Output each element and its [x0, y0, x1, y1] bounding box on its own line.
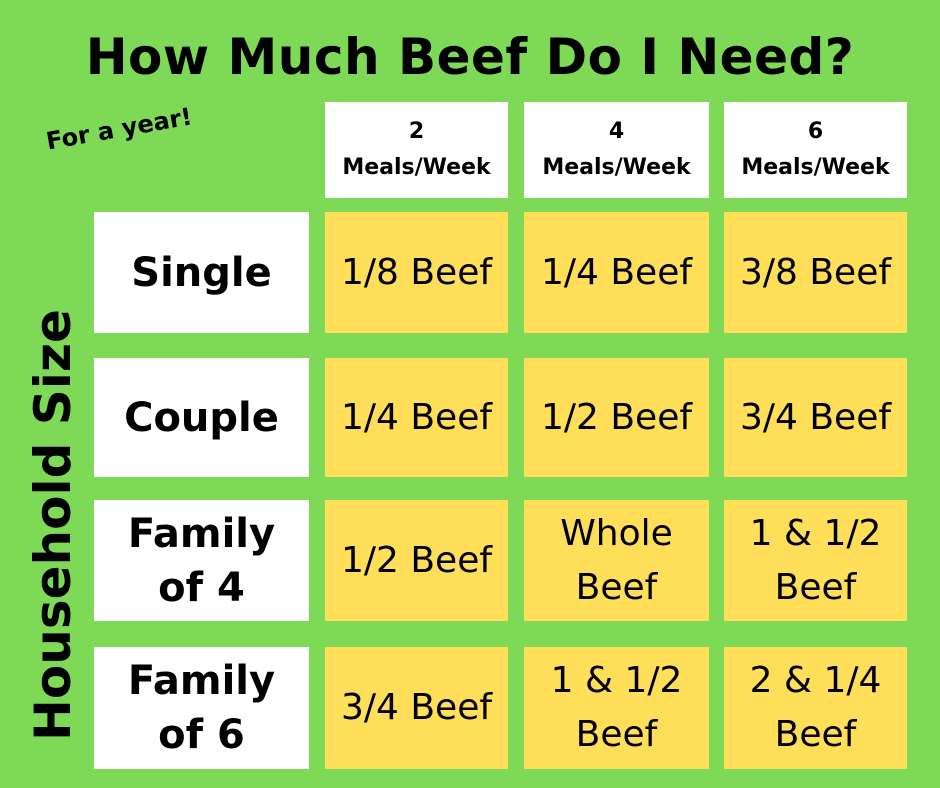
column-header-number: 2 [408, 119, 425, 144]
value-line: Beef [774, 714, 857, 755]
value-line: Beef [575, 566, 658, 608]
value-cell: 1/2 Beef [524, 358, 709, 477]
value-cell: 1 & 1/2 Beef [724, 500, 907, 621]
row-header-line: Family [127, 658, 276, 704]
column-header-unit: Meals/Week [741, 155, 890, 180]
value-line: 1/4 Beef [540, 251, 693, 293]
value-cell: 3/4 Beef [724, 358, 907, 477]
value-line: Beef [774, 566, 857, 608]
value-line: Beef [575, 714, 658, 755]
row-header-family-of-6: Family of 6 [94, 647, 309, 769]
row-header-line: Family [127, 510, 276, 557]
value-cell: 1/4 Beef [524, 212, 709, 333]
value-line: 3/4 Beef [340, 687, 493, 728]
household-size-label: Household Size [24, 309, 83, 741]
column-header-number: 4 [608, 119, 625, 144]
page-title: How Much Beef Do I Need? [85, 28, 855, 86]
value-cell: Whole Beef [524, 500, 709, 621]
column-header-2-meals: 2 Meals/Week [325, 102, 508, 198]
value-cell: 1 & 1/2 Beef [524, 647, 709, 769]
value-cell: 2 & 1/4 Beef [724, 647, 907, 769]
column-header-unit: Meals/Week [542, 155, 691, 180]
value-cell: 3/4 Beef [325, 647, 508, 769]
value-line: 3/8 Beef [739, 251, 892, 293]
row-header-line: Single [131, 249, 272, 296]
column-header-number: 6 [807, 119, 824, 144]
column-header-unit: Meals/Week [342, 155, 491, 180]
subtitle: For a year! [44, 102, 195, 156]
row-header-line: of 4 [158, 564, 245, 611]
row-header-line: Couple [124, 394, 279, 441]
row-header-single: Single [94, 212, 309, 333]
value-line: 1/8 Beef [340, 251, 493, 293]
value-line: 1/2 Beef [540, 396, 693, 438]
value-line: 1 & 1/2 [550, 660, 683, 701]
row-header-couple: Couple [94, 358, 309, 477]
value-line: 2 & 1/4 [749, 660, 882, 701]
value-line: 1 & 1/2 [749, 512, 882, 554]
value-line: 1/4 Beef [340, 396, 493, 438]
side-label-container: Household Size [8, 275, 98, 775]
value-cell: 3/8 Beef [724, 212, 907, 333]
value-cell: 1/2 Beef [325, 500, 508, 621]
value-line: 1/2 Beef [340, 539, 493, 581]
column-header-4-meals: 4 Meals/Week [524, 102, 709, 198]
value-line: 3/4 Beef [739, 396, 892, 438]
column-header-6-meals: 6 Meals/Week [724, 102, 907, 198]
row-header-family-of-4: Family of 4 [94, 500, 309, 621]
value-cell: 1/8 Beef [325, 212, 508, 333]
value-line: Whole [560, 512, 673, 554]
row-header-line: of 6 [158, 712, 245, 758]
value-cell: 1/4 Beef [325, 358, 508, 477]
